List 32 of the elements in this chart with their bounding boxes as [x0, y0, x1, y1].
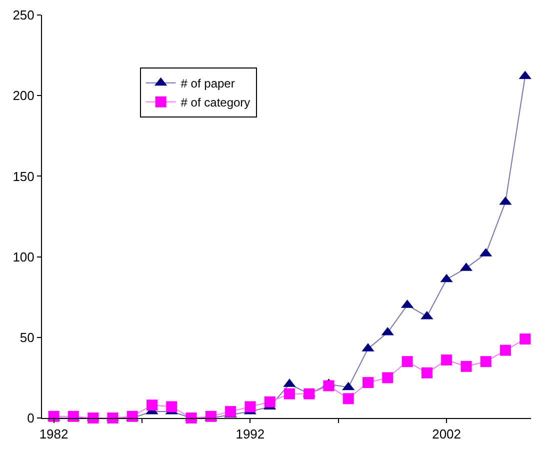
point	[500, 344, 511, 356]
y-tick-label: 250	[12, 8, 34, 23]
point	[402, 356, 413, 368]
point	[146, 400, 158, 411]
point	[225, 406, 236, 418]
x-tick-label: 1992	[236, 426, 265, 442]
point	[362, 377, 374, 388]
point	[264, 396, 276, 408]
y-tick-label: 200	[12, 88, 34, 104]
point	[460, 360, 472, 372]
point	[421, 367, 432, 378]
point	[382, 372, 394, 384]
x-tick-label: 1982	[39, 426, 68, 442]
point	[166, 401, 178, 412]
legend-label: # of category	[180, 96, 250, 110]
point	[107, 412, 118, 424]
x-tick-label: 2002	[432, 426, 462, 442]
point	[244, 401, 256, 412]
point	[284, 388, 295, 400]
point	[342, 393, 354, 404]
y-tick-label: 0	[27, 410, 34, 426]
point	[441, 354, 452, 366]
y-tick-label: 150	[12, 168, 34, 184]
point	[88, 412, 99, 424]
y-tick-label: 50	[20, 330, 34, 345]
point	[520, 334, 531, 345]
point	[186, 412, 197, 424]
point	[304, 388, 315, 400]
point	[323, 380, 334, 392]
legend-label: # of paper	[180, 76, 235, 91]
point	[480, 356, 492, 368]
y-tick-label: 100	[12, 249, 34, 264]
